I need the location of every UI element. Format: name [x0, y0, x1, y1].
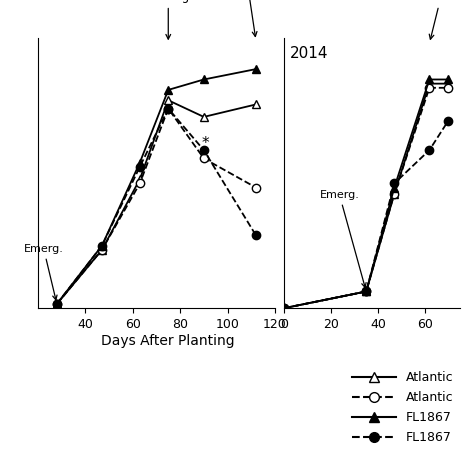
Text: Bulking: Bulking — [146, 0, 191, 39]
Text: *: * — [201, 137, 209, 151]
Text: Emerg.: Emerg. — [24, 244, 64, 300]
Text: Harvest: Harvest — [223, 0, 270, 36]
Text: Emerg.: Emerg. — [319, 190, 366, 287]
Text: Bulkin: Bulkin — [423, 0, 459, 39]
Legend: Atlantic, Atlantic, FL1867, FL1867: Atlantic, Atlantic, FL1867, FL1867 — [347, 366, 458, 449]
Text: Days After Planting: Days After Planting — [101, 334, 235, 348]
Text: 2014: 2014 — [290, 46, 328, 61]
